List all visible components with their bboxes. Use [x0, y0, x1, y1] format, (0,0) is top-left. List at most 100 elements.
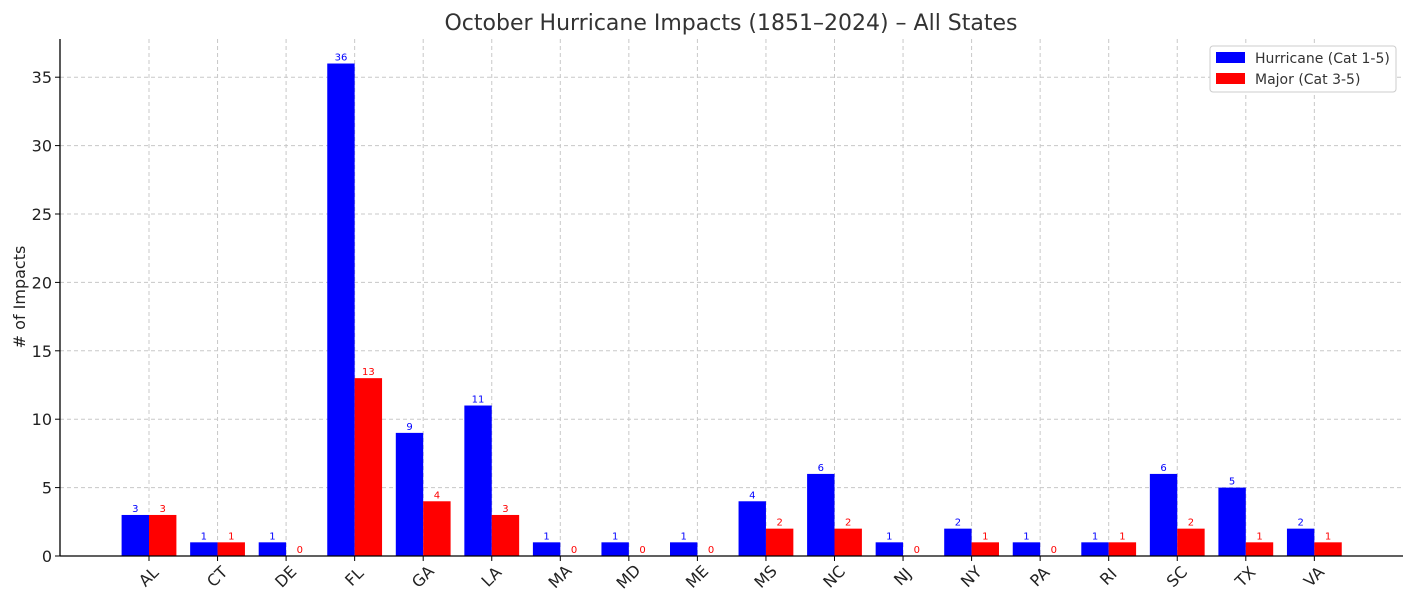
- x-tick-label: RI: [1096, 564, 1121, 589]
- bar-hurricane: [1149, 473, 1178, 556]
- bar-hurricane: [875, 542, 904, 556]
- bar-major: [1245, 542, 1274, 556]
- bar-hurricane: [1012, 542, 1041, 556]
- data-label-major: 1: [228, 531, 234, 542]
- data-label-major: 0: [571, 545, 577, 556]
- data-label-hurricane: 1: [1092, 531, 1098, 542]
- data-label-hurricane: 5: [1229, 477, 1235, 488]
- data-label-major: 0: [639, 545, 645, 556]
- data-label-major: 2: [1188, 518, 1194, 529]
- bar-major: [1177, 528, 1205, 556]
- bar-major: [354, 378, 383, 556]
- x-ticks: AL CT DE FL GA LA MA MD ME MS NC NJ NY PA RI SC TX VA: [135, 556, 1328, 593]
- bar-hurricane: [190, 542, 218, 556]
- bar-hurricane: [1218, 487, 1246, 556]
- x-tick-label: PA: [1026, 563, 1053, 590]
- data-label-hurricane: 1: [1023, 531, 1029, 542]
- data-label-hurricane: 2: [955, 518, 961, 529]
- y-tick-label: 20: [32, 273, 52, 292]
- data-label-hurricane: 1: [681, 531, 687, 542]
- x-tick-label: NC: [819, 562, 849, 592]
- x-tick-label: DE: [271, 562, 300, 591]
- bar-hurricane: [807, 473, 835, 556]
- data-label-hurricane: 2: [1297, 518, 1303, 529]
- bar-hurricane: [532, 542, 561, 556]
- bar-hurricane: [464, 405, 492, 556]
- bars: [121, 63, 1342, 557]
- x-tick-label: VA: [1300, 563, 1328, 591]
- data-label-hurricane: 1: [543, 531, 549, 542]
- bar-hurricane: [121, 514, 149, 556]
- x-tick-label: NY: [957, 562, 986, 591]
- data-label-hurricane: 6: [818, 463, 824, 474]
- data-label-major: 3: [502, 504, 508, 515]
- data-label-major: 2: [776, 518, 782, 529]
- bar-hurricane: [670, 542, 698, 556]
- x-tick-label: NJ: [890, 564, 915, 589]
- data-label-major: 0: [297, 545, 303, 556]
- y-axis-label: # of Impacts: [10, 246, 29, 349]
- bar-major: [971, 542, 999, 556]
- data-label-major: 13: [362, 367, 375, 378]
- data-label-major: 3: [160, 504, 166, 515]
- x-tick-label: MD: [613, 561, 645, 593]
- legend-label-major: Major (Cat 3-5): [1255, 72, 1360, 88]
- data-label-hurricane: 4: [749, 490, 755, 501]
- bar-hurricane: [601, 542, 629, 556]
- legend-swatch-hurricane: [1216, 52, 1245, 63]
- y-tick-label: 10: [32, 410, 52, 429]
- data-label-hurricane: 11: [472, 395, 485, 406]
- bar-hurricane: [258, 542, 287, 556]
- y-tick-label: 5: [42, 479, 52, 498]
- x-tick-label: AL: [135, 563, 163, 591]
- y-tick-label: 30: [32, 137, 52, 156]
- legend-swatch-major: [1216, 73, 1245, 84]
- data-label-major: 0: [708, 545, 714, 556]
- data-label-hurricane: 6: [1160, 463, 1166, 474]
- data-label-major: 0: [1051, 545, 1057, 556]
- data-label-hurricane: 3: [132, 504, 138, 515]
- x-tick-label: CT: [203, 562, 231, 590]
- data-label-major: 1: [1256, 531, 1262, 542]
- y-tick-label: 35: [32, 68, 52, 87]
- data-label-major: 1: [982, 531, 988, 542]
- data-label-hurricane: 1: [269, 531, 275, 542]
- x-tick-label: MA: [544, 561, 575, 592]
- bar-major: [149, 514, 177, 556]
- data-label-major: 1: [1119, 531, 1125, 542]
- data-label-major: 2: [845, 518, 851, 529]
- x-tick-label: GA: [408, 562, 438, 592]
- bar-hurricane: [327, 63, 355, 557]
- y-ticks: 0 5 10 15 20 25 30 35: [32, 68, 60, 566]
- legend-box: [1209, 45, 1397, 93]
- bar-major: [765, 528, 794, 556]
- data-label-hurricane: 1: [886, 531, 892, 542]
- x-tick-label: LA: [478, 563, 506, 591]
- data-label-hurricane: 36: [335, 53, 348, 64]
- bar-major: [834, 528, 862, 556]
- data-label-major: 0: [914, 545, 920, 556]
- x-tick-label: FL: [341, 563, 367, 589]
- x-tick-label: SC: [1163, 562, 1192, 591]
- bar-hurricane: [1286, 528, 1315, 556]
- legend-label-hurricane: Hurricane (Cat 1-5): [1255, 51, 1390, 67]
- bar-major: [217, 542, 245, 556]
- x-tick-label: ME: [682, 561, 712, 591]
- data-label-major: 1: [1325, 531, 1331, 542]
- data-label-major: 4: [434, 490, 440, 501]
- data-label-hurricane: 1: [612, 531, 618, 542]
- y-tick-label: 15: [32, 342, 52, 361]
- bar-major: [1314, 542, 1342, 556]
- data-label-hurricane: 1: [201, 531, 207, 542]
- data-label-hurricane: 9: [406, 422, 412, 433]
- y-tick-label: 25: [32, 205, 52, 224]
- bar-hurricane: [944, 528, 972, 556]
- x-tick-label: TX: [1231, 563, 1260, 592]
- bar-hurricane: [738, 501, 766, 556]
- y-tick-label: 0: [42, 547, 52, 566]
- chart-title: October Hurricane Impacts (1851–2024) – …: [444, 11, 1017, 36]
- bar-hurricane: [395, 432, 424, 556]
- x-tick-label: MS: [750, 561, 780, 591]
